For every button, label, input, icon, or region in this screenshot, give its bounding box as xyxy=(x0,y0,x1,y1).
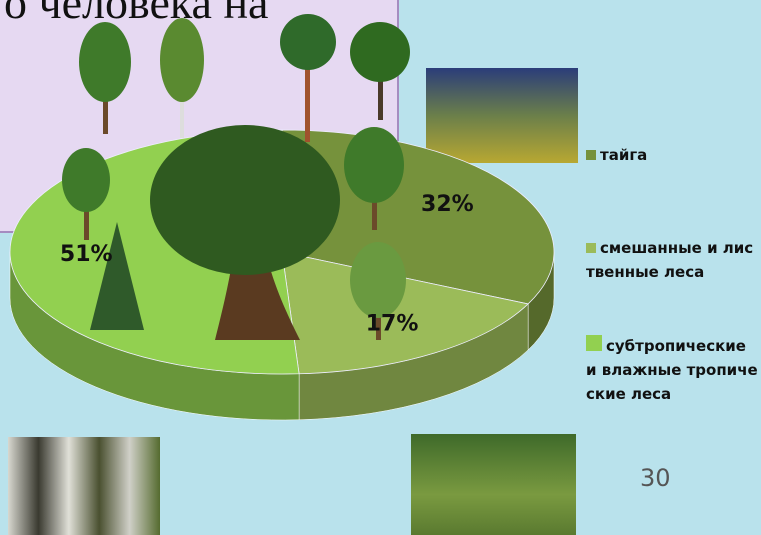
legend-entry: субтропические и влажные тропические лес… xyxy=(586,334,758,406)
trees xyxy=(62,14,410,340)
legend-entry: смешанные и лиственные леса xyxy=(586,236,758,284)
data-label: 51% xyxy=(60,242,113,267)
pie-slice xyxy=(281,251,529,375)
legend-swatch xyxy=(586,243,596,253)
photo xyxy=(8,437,160,535)
legend-label: смешанные и лиственные леса xyxy=(586,239,754,281)
legend-entry: тайга xyxy=(586,143,758,167)
data-label: 17% xyxy=(366,312,419,337)
legend-swatch xyxy=(586,150,596,160)
legend-label: субтропические и влажные тропические лес… xyxy=(586,337,758,403)
photo xyxy=(411,434,576,535)
photo xyxy=(426,68,578,163)
legend-swatch xyxy=(586,335,602,351)
chart-title: о человека на xyxy=(4,0,268,28)
legend-label: тайга xyxy=(600,146,648,164)
slide-number: 30 xyxy=(640,464,671,492)
data-label: 32% xyxy=(421,192,474,217)
